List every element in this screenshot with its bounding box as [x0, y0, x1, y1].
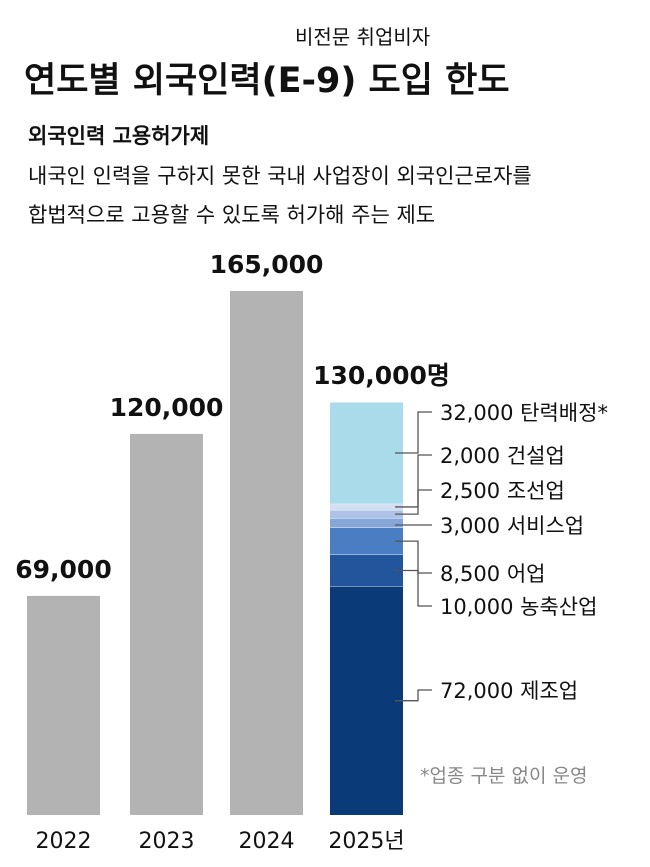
note: *업종 구분 없이 운영 [420, 765, 587, 787]
chart-title: 연도별 외국인력(E-9) 도입 한도 [24, 61, 510, 101]
segment-name: 서비스업 [507, 514, 584, 538]
description: 내국인 인력을 구하지 못한 국내 사업장이 외국인근로자를 [28, 164, 532, 188]
value-label: 130,000명 [313, 361, 450, 390]
segment-label: 2,000 건설업 [440, 444, 565, 468]
segment-name: 탄력배정* [520, 401, 608, 425]
segment-label: 72,000 제조업 [440, 679, 578, 703]
bar [230, 291, 303, 815]
segment-name: 건설업 [507, 444, 565, 468]
kicker: 비전문 취업비자 [295, 25, 430, 49]
x-tick-label: 2024 [239, 829, 295, 854]
bar-segment [330, 527, 403, 555]
bar [130, 433, 203, 815]
bar-segment [330, 503, 403, 511]
description: 합법적으로 고용할 수 있도록 허가해 주는 제도 [28, 203, 435, 227]
segment-value: 8,500 [440, 562, 500, 586]
value-label: 69,000 [15, 555, 111, 584]
segment-value: 3,000 [440, 514, 500, 538]
leader-line [395, 689, 432, 702]
segment-name: 조선업 [507, 479, 565, 503]
segment-value: 10,000 [440, 595, 513, 619]
bar-segment [330, 554, 403, 587]
bar-segment [330, 510, 403, 519]
value-label: 165,000 [210, 250, 324, 279]
bar-segment [330, 518, 403, 528]
leader-line [395, 540, 432, 574]
segment-label: 2,500 조선업 [440, 479, 565, 503]
leader-line [395, 411, 432, 454]
segment-label: 10,000 농축산업 [440, 595, 597, 619]
segment-value: 32,000 [440, 401, 513, 425]
x-tick-label: 2025년 [328, 829, 404, 854]
bar-segment [330, 402, 403, 504]
subtitle: 외국인력 고용허가제 [28, 124, 209, 148]
segment-value: 2,500 [440, 479, 500, 503]
bar [27, 595, 100, 815]
segment-name: 제조업 [520, 679, 578, 703]
x-tick-label: 2022 [36, 829, 92, 854]
value-label: 120,000 [110, 393, 224, 422]
segment-label: 32,000 탄력배정* [440, 401, 608, 425]
x-tick-label: 2023 [139, 829, 195, 854]
leader-line [395, 569, 432, 607]
leader-line [395, 454, 432, 508]
segment-value: 72,000 [440, 679, 513, 703]
segment-value: 2,000 [440, 444, 500, 468]
segment-name: 농축산업 [520, 595, 597, 619]
segment-name: 어업 [507, 562, 546, 586]
bar-segment [330, 586, 403, 815]
segment-label: 8,500 어업 [440, 562, 545, 586]
segment-label: 3,000 서비스업 [440, 514, 584, 538]
